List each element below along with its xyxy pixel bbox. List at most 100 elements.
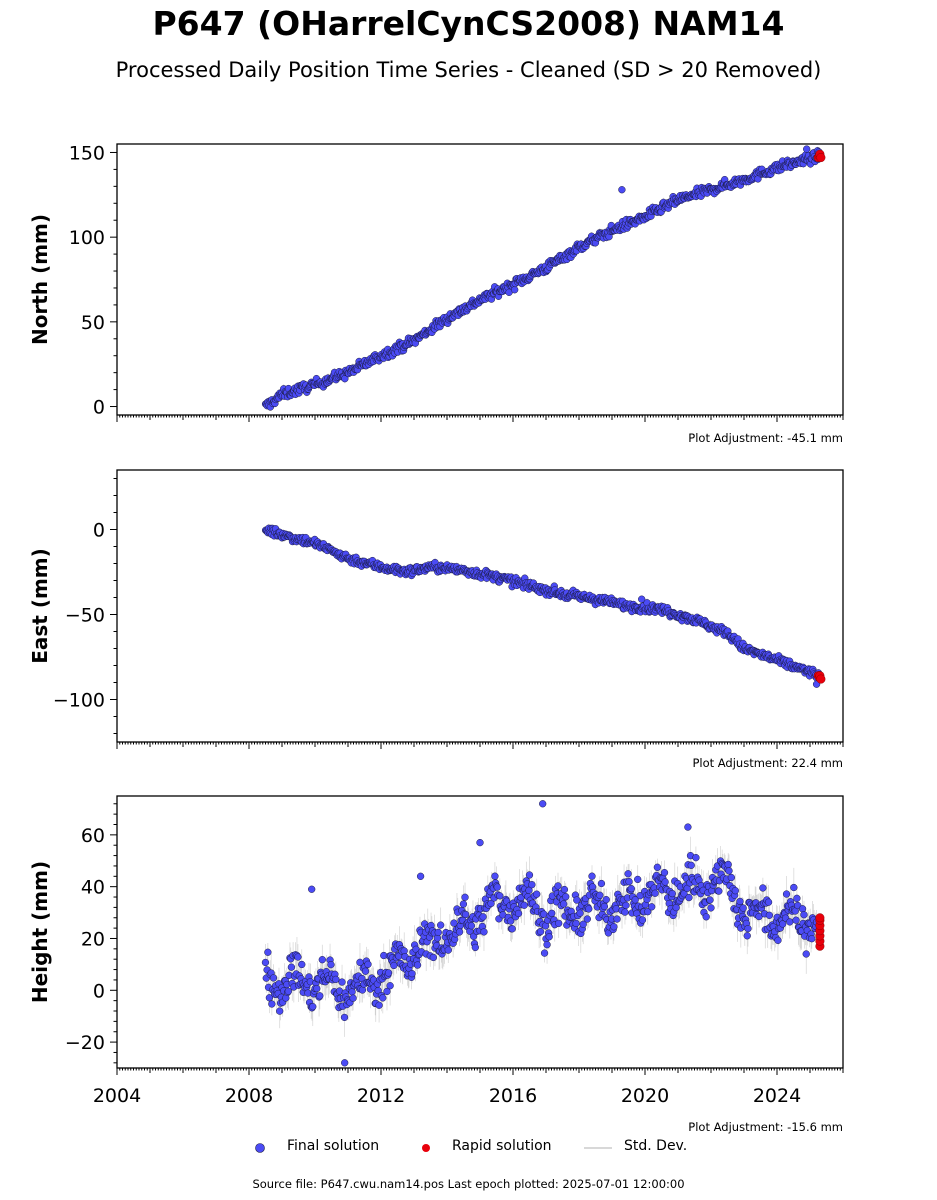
final-point [585,905,593,913]
final-point [379,994,387,1002]
final-point [596,891,604,899]
final-point [491,872,499,880]
outlier-point [684,823,692,831]
final-point [621,908,629,916]
final-point [597,879,606,888]
final-point [631,896,639,904]
rapid-point [816,153,826,163]
chart-subtitle: Processed Daily Position Time Series - C… [115,58,822,82]
final-point [706,896,714,904]
final-point [573,896,581,904]
final-point [736,897,744,906]
final-point [692,854,700,862]
final-point [786,918,794,926]
east-y-axis-label: East (mm) [28,548,52,664]
final-point [459,900,468,908]
final-point [600,902,609,911]
final-point [434,928,442,937]
legend-label-rapid: Rapid solution [452,1138,552,1154]
east-y-axis: −100 −50 0 [53,478,117,734]
final-point [261,958,270,967]
final-point [800,911,808,919]
final-point [543,941,551,949]
final-point [375,1001,383,1009]
final-point [627,885,635,893]
y-tick-label: 0 [93,980,105,1002]
final-point [560,885,569,894]
east-std-dev-bars [265,523,821,683]
final-point [294,953,302,961]
final-point [349,994,357,1002]
final-point [444,946,452,954]
height-rapid-points [815,913,825,951]
final-point [555,919,563,927]
final-point [792,916,800,924]
final-point [525,886,533,894]
east-data [261,523,826,688]
height-x-ticks [116,1068,844,1075]
final-point [707,904,715,912]
final-point [622,901,630,910]
final-point [610,923,618,931]
final-point [525,871,534,879]
final-point [408,970,416,978]
east-final-points [261,524,824,688]
final-point [264,948,272,956]
final-point [384,969,393,977]
rapid-point [816,674,826,684]
final-point [739,904,747,912]
final-point [450,919,458,927]
final-point [479,913,487,921]
final-point [496,892,504,900]
final-point [528,881,536,889]
x-tick-label: 2004 [93,1085,141,1107]
final-point [765,911,774,919]
final-point [361,967,370,975]
final-point [648,903,656,911]
north-final-points [261,145,824,411]
final-point [583,915,591,923]
north-x-ticks [116,415,844,422]
final-point [687,861,695,869]
final-point [588,872,596,880]
final-point [386,982,394,990]
x-tick-label: 2020 [621,1085,669,1107]
final-point [743,932,751,940]
final-point [332,975,340,984]
final-point [602,895,610,904]
outlier-point [539,800,547,808]
final-point [313,984,321,993]
final-point [782,890,791,898]
final-point [508,925,516,933]
final-point [276,1007,284,1015]
final-point [461,893,469,901]
rapid-solution-marker-icon [422,1144,430,1152]
final-point [364,960,372,968]
final-point [413,961,422,969]
final-point [269,974,278,982]
final-point [727,873,735,882]
final-point [613,915,621,923]
final-point [480,928,488,936]
y-tick-label: 60 [81,825,105,847]
y-tick-label: −20 [65,1032,105,1054]
final-point [455,928,464,936]
final-point [680,890,688,898]
north-y-axis-label: North (mm) [28,214,52,345]
final-point [514,909,523,918]
final-point [793,894,801,902]
height-plot-adjustment: Plot Adjustment: -15.6 mm [688,1120,843,1134]
final-point [579,920,587,928]
final-point [340,1013,349,1022]
final-point [383,987,391,996]
final-point [287,963,296,971]
final-point [429,953,437,962]
final-point [560,900,568,908]
east-panel: −100 −50 0 East (mm) Plot Adjustment: 22.4 m… [28,469,844,770]
final-point [653,863,662,871]
final-solution-marker-icon [255,1143,265,1153]
chart-title: P647 (OHarrelCynCS2008) NAM14 [152,4,785,43]
final-point [779,920,787,928]
final-point [348,988,356,996]
final-point [685,893,693,902]
